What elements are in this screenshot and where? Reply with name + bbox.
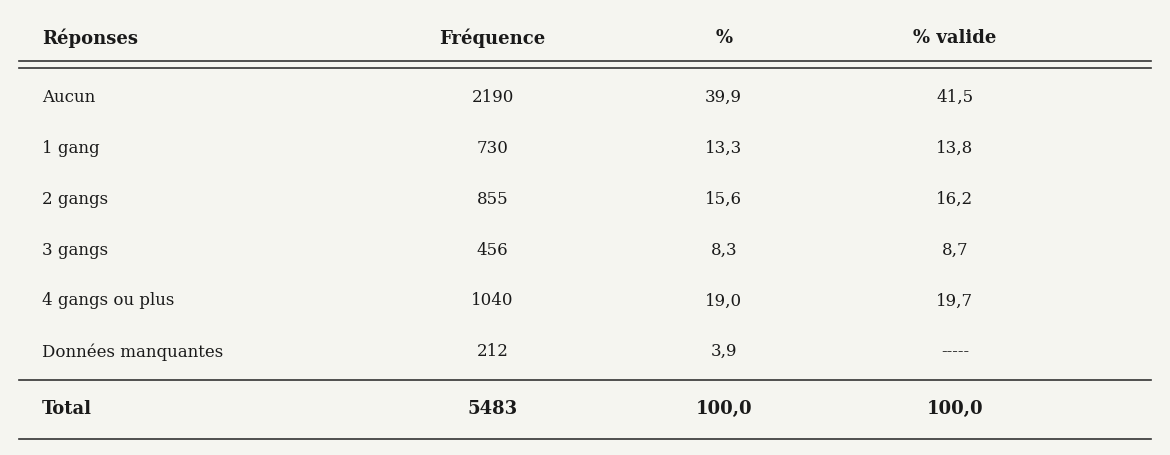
Text: 212: 212 [476,343,509,359]
Text: 100,0: 100,0 [927,399,983,417]
Text: 3,9: 3,9 [710,343,737,359]
Text: 19,7: 19,7 [936,292,973,309]
Text: 41,5: 41,5 [936,89,973,106]
Text: 855: 855 [476,190,508,207]
Text: Fréquence: Fréquence [440,28,545,47]
Text: 5483: 5483 [468,399,517,417]
Text: Total: Total [42,399,91,417]
Text: 19,0: 19,0 [706,292,742,309]
Text: 2190: 2190 [472,89,514,106]
Text: 730: 730 [476,140,509,157]
Text: 2 gangs: 2 gangs [42,190,108,207]
Text: 456: 456 [476,241,508,258]
Text: 8,3: 8,3 [710,241,737,258]
Text: % valide: % valide [914,29,997,47]
Text: 1040: 1040 [472,292,514,309]
Text: 100,0: 100,0 [695,399,752,417]
Text: Réponses: Réponses [42,28,138,47]
Text: Données manquantes: Données manquantes [42,342,222,360]
Text: 15,6: 15,6 [706,190,742,207]
Text: 13,8: 13,8 [936,140,973,157]
Text: -----: ----- [941,343,969,359]
Text: 1 gang: 1 gang [42,140,99,157]
Text: Aucun: Aucun [42,89,95,106]
Text: 4 gangs ou plus: 4 gangs ou plus [42,292,174,309]
Text: 39,9: 39,9 [706,89,742,106]
Text: 8,7: 8,7 [942,241,969,258]
Text: 3 gangs: 3 gangs [42,241,108,258]
Text: 13,3: 13,3 [706,140,742,157]
Text: %: % [715,29,732,47]
Text: 16,2: 16,2 [936,190,973,207]
